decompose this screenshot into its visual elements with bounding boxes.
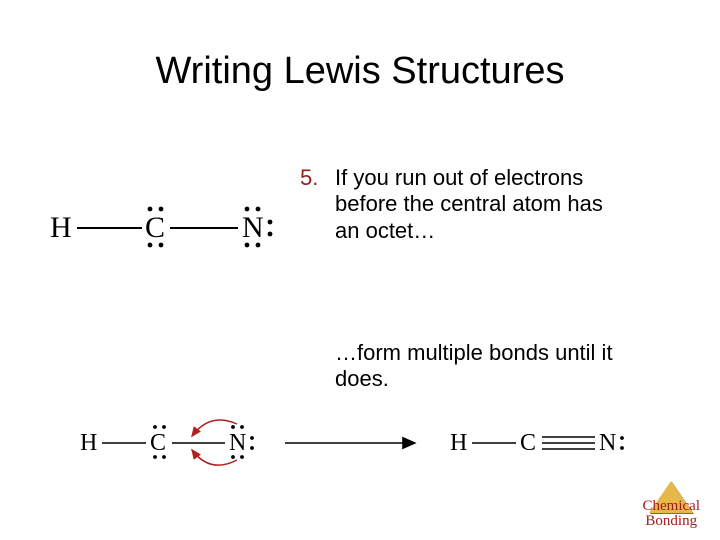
page-title: Writing Lewis Structures xyxy=(0,50,720,93)
svg-text:H: H xyxy=(80,430,97,456)
step-text-1: If you run out of electrons before the c… xyxy=(335,165,615,244)
svg-text:C: C xyxy=(520,430,536,456)
svg-text:C: C xyxy=(145,211,165,244)
svg-text:N: N xyxy=(242,211,264,244)
lewis-diagram-reaction: H C N H C N xyxy=(80,410,660,482)
footer-badge: Chemical Bonding xyxy=(643,481,700,531)
footer-line2: Bonding xyxy=(645,513,697,529)
svg-text:C: C xyxy=(150,430,166,456)
svg-text:N: N xyxy=(599,430,616,456)
footer-text: Chemical Bonding xyxy=(643,499,700,531)
step-number: 5. xyxy=(300,165,318,191)
lewis-diagram-initial: H C N xyxy=(50,195,290,267)
svg-text:H: H xyxy=(50,211,72,244)
svg-text:N: N xyxy=(229,430,246,456)
step-text-2: …form multiple bonds until it does. xyxy=(335,340,625,393)
svg-text:H: H xyxy=(450,430,467,456)
footer-line1: Chemical xyxy=(643,498,700,514)
